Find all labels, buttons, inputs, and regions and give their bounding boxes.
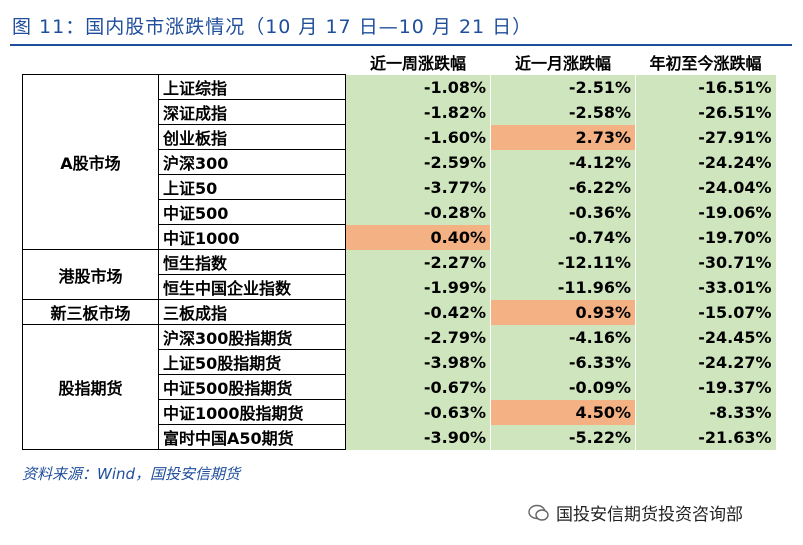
value-cell: -1.08% [345, 74, 491, 100]
column-header: 近一月涨跌幅 [514, 54, 611, 74]
value-cell: -3.90% [345, 424, 491, 450]
value-cell: 0.93% [490, 299, 636, 325]
value-cell: 4.50% [490, 399, 636, 425]
value-cell: -0.74% [490, 224, 636, 250]
watermark-text: 国投安信期货投资咨询部 [556, 505, 743, 525]
row-label: 上证50 [158, 174, 346, 200]
value-cell: 2.73% [490, 124, 636, 150]
value-cell: -24.24% [635, 149, 776, 175]
table-row: 沪深300 -2.59% -4.12% -24.24% [23, 149, 776, 175]
table-row: 中证1000股指期货 -0.63% 4.50% -8.33% [23, 399, 776, 425]
row-label: 中证1000 [158, 224, 346, 250]
value-cell: -16.51% [635, 74, 776, 100]
value-cell: -3.77% [345, 174, 491, 200]
value-cell: -0.63% [345, 399, 491, 425]
header-blank [23, 50, 159, 75]
table-row: 上证50 -3.77% -6.22% -24.04% [23, 174, 776, 200]
value-cell: -2.59% [345, 149, 491, 175]
row-label: 沪深300 [158, 149, 346, 175]
table-row: 深证成指 -1.82% -2.58% -26.51% [23, 99, 776, 125]
value-cell: -30.71% [635, 249, 776, 275]
value-cell: -26.51% [635, 99, 776, 125]
row-label: 创业板指 [158, 124, 346, 150]
table-row: 新三板市场 三板成指 -0.42% 0.93% -15.07% [22, 299, 776, 325]
value-cell: -19.06% [635, 199, 776, 225]
row-label: 中证1000股指期货 [158, 399, 346, 425]
value-cell: -19.37% [635, 374, 776, 400]
group-label: 新三板市场 [22, 299, 159, 325]
row-label: 中证500股指期货 [158, 374, 346, 400]
value-cell: -21.63% [635, 424, 776, 450]
value-cell: 0.40% [345, 224, 491, 250]
value-cell: -27.91% [635, 124, 776, 150]
value-cell: -2.58% [490, 99, 636, 125]
title-rule [10, 44, 792, 46]
value-cell: -24.45% [635, 324, 776, 350]
group-label: 股指期货 [22, 324, 159, 450]
value-cell: -33.01% [635, 274, 776, 300]
table-row: 股指期货 沪深300股指期货 -2.79% -4.16% -24.45% [22, 324, 776, 450]
table-row: 港股市场 恒生指数 -2.27% -12.11% -30.71% [22, 249, 776, 300]
group-label: A股市场 [22, 74, 159, 250]
column-header: 近一周涨跌幅 [369, 54, 466, 74]
table-row: 上证50股指期货 -3.98% -6.33% -24.27% [23, 349, 776, 375]
table-row: 恒生中国企业指数 -1.99% -11.96% -33.01% [23, 274, 776, 300]
watermark: 国投安信期货投资咨询部 [528, 500, 743, 525]
group-label: 港股市场 [22, 249, 159, 300]
value-cell: -2.51% [490, 74, 636, 100]
value-cell: -2.79% [345, 324, 491, 350]
value-cell: -15.07% [635, 299, 776, 325]
row-label: 中证500 [158, 199, 346, 225]
value-cell: -5.22% [490, 424, 636, 450]
header-row: 近一周涨跌幅 近一月涨跌幅 年初至今涨跌幅 [23, 50, 776, 75]
table-row: 中证1000 0.40% -0.74% -19.70% [23, 224, 776, 250]
value-cell: -8.33% [635, 399, 776, 425]
value-cell: -1.82% [345, 99, 491, 125]
value-cell: -24.04% [635, 174, 776, 200]
value-cell: -1.60% [345, 124, 491, 150]
value-cell: -6.22% [490, 174, 636, 200]
value-cell: -6.33% [490, 349, 636, 375]
value-cell: -11.96% [490, 274, 636, 300]
row-label: 上证综指 [158, 74, 346, 100]
figure-title: 图 11：国内股市涨跌情况（10 月 17 日—10 月 21 日） [12, 16, 533, 38]
value-cell: -0.09% [490, 374, 636, 400]
value-cell: -2.27% [345, 249, 491, 275]
row-label: 深证成指 [158, 99, 346, 125]
value-cell: -19.70% [635, 224, 776, 250]
value-cell: -0.42% [345, 299, 491, 325]
value-cell: -0.28% [345, 199, 491, 225]
value-cell: -24.27% [635, 349, 776, 375]
table-row: A股市场 上证综指 -1.08% -2.51% -16.51% [22, 74, 776, 250]
header-blank [159, 50, 346, 75]
row-label: 恒生中国企业指数 [158, 274, 346, 300]
value-cell: -4.16% [490, 324, 636, 350]
row-label: 富时中国A50期货 [158, 424, 346, 450]
row-label: 恒生指数 [158, 249, 346, 275]
data-table: 近一周涨跌幅 近一月涨跌幅 年初至今涨跌幅 A股市场 上证综指 -1.08% -2.51%… [22, 50, 776, 450]
value-cell: -12.11% [490, 249, 636, 275]
value-cell: -0.67% [345, 374, 491, 400]
row-label: 三板成指 [158, 299, 346, 325]
row-label: 沪深300股指期货 [158, 324, 346, 350]
value-cell: -0.36% [490, 199, 636, 225]
table-row: 创业板指 -1.60% 2.73% -27.91% [23, 124, 776, 150]
wechat-icon [528, 504, 549, 521]
table-row: 富时中国A50期货 -3.90% -5.22% -21.63% [23, 424, 776, 450]
value-cell: -4.12% [490, 149, 636, 175]
table-row: 中证500股指期货 -0.67% -0.09% -19.37% [23, 374, 776, 400]
source-note: 资料来源：Wind，国投安信期货 [22, 465, 241, 483]
table-row: 中证500 -0.28% -0.36% -19.06% [23, 199, 776, 225]
value-cell: -1.99% [345, 274, 491, 300]
row-label: 上证50股指期货 [158, 349, 346, 375]
value-cell: -3.98% [345, 349, 491, 375]
column-header: 年初至今涨跌幅 [649, 54, 762, 74]
